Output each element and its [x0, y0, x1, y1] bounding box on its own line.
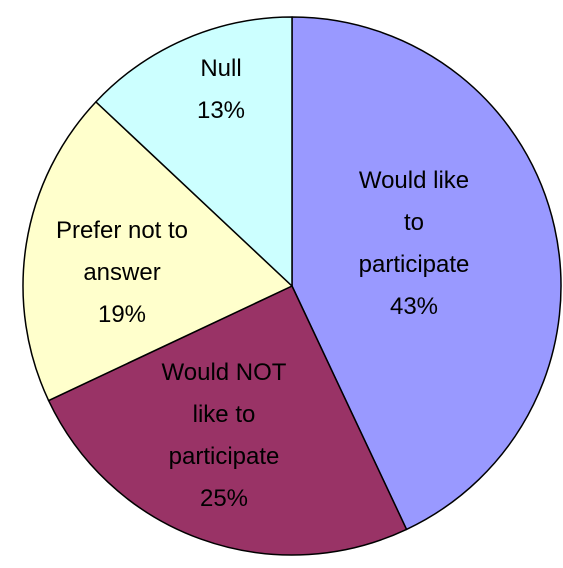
pie-category-label-line: Would like	[359, 167, 469, 194]
pie-slice-3	[95, 16, 293, 287]
pie-value-label: 19%	[98, 301, 146, 328]
pie-category-label-line: like to	[193, 401, 256, 428]
pie-label-3: Null 13%	[197, 55, 245, 124]
pie-slice-1	[47, 285, 408, 556]
pie-category-label-line: to	[404, 209, 424, 236]
pie-label-1: Would NOT like to participate 25%	[162, 359, 287, 512]
pie-category-label-line: Prefer not to	[56, 217, 188, 244]
pie-labels: Would like to participate 43% Would NOT like …	[56, 55, 469, 512]
pie-slices	[22, 16, 562, 556]
pie-value-label: 25%	[200, 485, 248, 512]
pie-category-label-line: participate	[169, 443, 280, 470]
pie-value-label: 13%	[197, 97, 245, 124]
pie-category-label-line: answer	[83, 259, 160, 286]
pie-slice-0	[291, 16, 562, 531]
pie-category-label-line: Would NOT	[162, 359, 287, 386]
pie-category-label-line: participate	[359, 251, 470, 278]
pie-slice-2	[22, 101, 293, 402]
pie-label-2: Prefer not to answer 19%	[56, 217, 188, 328]
pie-label-0: Would like to participate 43%	[359, 167, 470, 320]
pie-category-label-line: Null	[200, 55, 241, 82]
pie-value-label: 43%	[390, 293, 438, 320]
